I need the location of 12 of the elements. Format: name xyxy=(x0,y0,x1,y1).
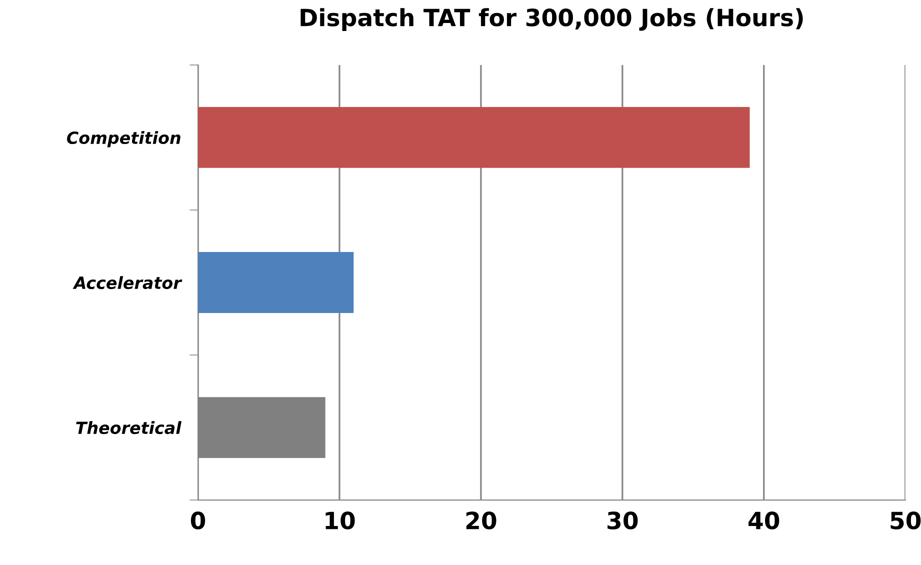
x-tick-label: 0 xyxy=(190,512,206,530)
x-tick-label: 10 xyxy=(326,512,355,530)
bar xyxy=(198,252,354,313)
x-tick-label: 30 xyxy=(608,512,638,530)
y-tick-label: Theoretical xyxy=(76,421,182,434)
x-tick-label: 40 xyxy=(748,512,780,530)
bar xyxy=(198,107,750,168)
y-tick-label: Accelerator xyxy=(72,276,182,290)
chart-title: Dispatch TAT for 300,000 Jobs (Hours) xyxy=(300,8,803,31)
x-tick-label: 20 xyxy=(466,512,496,530)
y-tick-label: Competition xyxy=(66,131,180,148)
x-tick-label: 50 xyxy=(890,512,921,530)
